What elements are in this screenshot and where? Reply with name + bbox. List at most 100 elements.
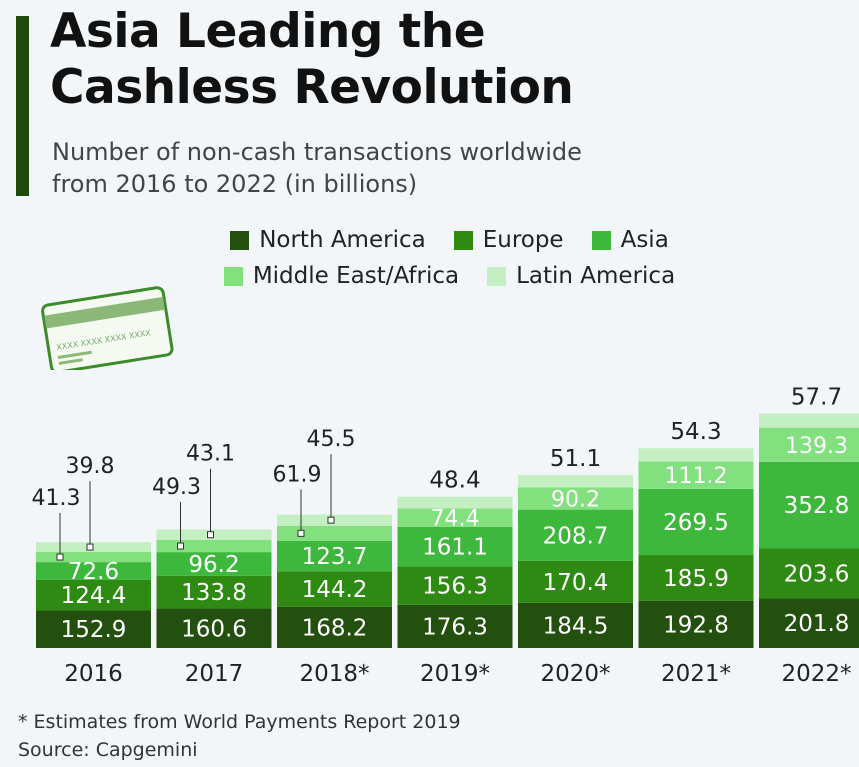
bar-2-segment-3	[156, 552, 272, 576]
chart-title-line-2: Cashless Revolution	[50, 60, 574, 115]
bar-1-segment-4	[36, 551, 151, 563]
data-label-5-4: 90.2	[551, 488, 600, 513]
bar-7-segment-2	[759, 548, 859, 599]
data-label-1-2: 124.4	[61, 583, 127, 609]
legend-swatch-north-america	[230, 230, 250, 250]
bar-3-segment-1	[277, 606, 392, 648]
bar-1-segment-1	[36, 610, 151, 648]
data-label-2-4: 49.3	[152, 475, 201, 500]
data-label-2-2: 133.8	[181, 580, 247, 606]
chart-title: Asia Leading the Cashless Revolution	[50, 4, 574, 116]
bar-4-segment-3	[397, 526, 513, 567]
bar-5-segment-4	[518, 487, 633, 510]
data-label-7-5: 57.7	[791, 384, 842, 410]
bar-7-segment-5	[759, 413, 859, 428]
bar-3-segment-3	[277, 540, 392, 572]
data-label-1-3: 72.6	[68, 559, 119, 585]
bar-7-segment-3	[759, 461, 859, 549]
chart-subtitle-line-2: from 2016 to 2022 (in billions)	[52, 170, 418, 198]
bar-6-segment-5	[638, 448, 754, 462]
data-label-7-1: 201.8	[784, 611, 850, 637]
legend-label-north-america: North America	[259, 227, 426, 253]
bar-4-segment-4	[397, 508, 513, 527]
bar-7-segment-4	[759, 427, 859, 462]
legend-item-asia: Asia	[591, 227, 669, 253]
legend-item-latin-america: Latin America	[487, 263, 675, 289]
bar-7-segment-1	[759, 598, 859, 648]
bar-2-segment-4	[156, 540, 272, 553]
x-axis-label-3: 2018*	[299, 661, 369, 687]
bar-4-segment-2	[397, 566, 513, 605]
bar-2-segment-1	[156, 608, 272, 648]
data-label-3-3: 123.7	[302, 544, 368, 570]
data-label-4-1: 176.3	[422, 614, 488, 640]
title-accent-bar	[16, 16, 29, 196]
bar-3-segment-2	[277, 571, 392, 607]
data-label-5-2: 170.4	[543, 570, 609, 596]
legend-swatch-asia	[591, 230, 611, 250]
bar-3-segment-4	[277, 525, 392, 541]
data-label-2-3: 96.2	[188, 552, 239, 578]
data-label-5-3: 208.7	[543, 523, 609, 549]
data-label-2-5: 43.1	[186, 442, 235, 467]
chart-legend: North America Europe Asia Middle East/Af…	[0, 222, 859, 294]
chart-subtitle: Number of non-cash transactions worldwid…	[52, 136, 582, 200]
x-axis-label-5: 2020*	[540, 661, 610, 687]
data-label-1-4: 41.3	[32, 486, 81, 511]
bar-6-segment-3	[638, 488, 754, 556]
legend-item-middle-east-africa: Middle East/Africa	[223, 263, 460, 289]
legend-swatch-middle-east-africa	[223, 266, 243, 286]
data-label-6-4: 111.2	[665, 464, 728, 489]
legend-swatch-europe	[453, 230, 473, 250]
legend-row-1: North America Europe Asia	[40, 222, 859, 258]
chart-title-line-1: Asia Leading the	[50, 4, 486, 59]
footnote-source: Source: Capgemini	[18, 739, 198, 761]
leader-marker-2-4	[177, 542, 184, 550]
data-label-3-2: 144.2	[302, 577, 368, 603]
data-label-6-1: 192.8	[663, 612, 729, 638]
x-axis-label-7: 2022*	[781, 661, 851, 687]
x-axis-label-6: 2021*	[661, 661, 731, 687]
credit-card-icon: XXXX XXXX XXXX XXXX	[40, 286, 175, 374]
data-label-5-1: 184.5	[543, 613, 609, 639]
x-axis-label-1: 2016	[64, 661, 123, 687]
data-label-4-5: 48.4	[429, 468, 480, 494]
bar-1-segment-3	[36, 562, 151, 580]
legend-item-europe: Europe	[453, 227, 564, 253]
data-label-6-3: 269.5	[663, 510, 729, 536]
chart-footnote: * Estimates from World Payments Report 2…	[18, 708, 461, 764]
leader-marker-1-4	[56, 553, 64, 561]
data-label-4-2: 156.3	[422, 574, 488, 600]
data-label-4-3: 161.1	[422, 535, 488, 561]
leader-marker-1-5	[86, 543, 94, 551]
x-axis-label-2: 2017	[185, 661, 244, 687]
bar-5-segment-5	[518, 474, 633, 488]
leader-marker-2-5	[207, 531, 214, 539]
bar-4-segment-5	[397, 496, 513, 509]
legend-label-middle-east-africa: Middle East/Africa	[252, 263, 460, 289]
data-label-4-4: 74.4	[431, 507, 480, 532]
leader-marker-3-4	[297, 529, 305, 537]
bar-4-segment-1	[397, 604, 513, 648]
legend-item-north-america: North America	[230, 227, 426, 253]
data-label-7-2: 203.6	[784, 561, 850, 587]
data-label-1-1: 152.9	[61, 617, 127, 643]
data-label-3-1: 168.2	[302, 615, 368, 641]
data-label-3-5: 45.5	[307, 427, 356, 452]
legend-label-asia: Asia	[620, 227, 669, 253]
bar-1-segment-2	[36, 579, 151, 611]
legend-swatch-latin-america	[487, 266, 507, 286]
data-label-5-5: 51.1	[550, 446, 601, 472]
bar-5-segment-1	[518, 602, 633, 648]
data-label-7-3: 352.8	[784, 493, 850, 519]
bar-5-segment-2	[518, 560, 633, 603]
x-axis-label-4: 2019*	[420, 661, 490, 687]
bar-6-segment-4	[638, 461, 754, 489]
leader-marker-3-5	[327, 516, 335, 524]
bar-5-segment-3	[518, 509, 633, 561]
bar-6-segment-1	[638, 600, 754, 648]
footnote-estimates: * Estimates from World Payments Report 2…	[18, 711, 461, 733]
data-label-2-1: 160.6	[181, 616, 247, 642]
legend-label-latin-america: Latin America	[516, 263, 676, 289]
